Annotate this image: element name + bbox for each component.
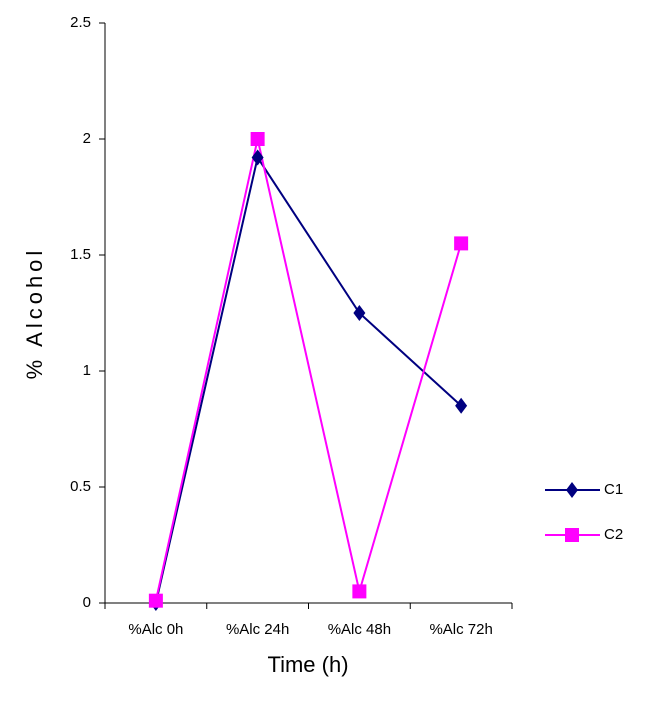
series-line xyxy=(154,155,462,604)
y-tick-label: 2.5 xyxy=(70,14,91,31)
data-point xyxy=(250,132,265,146)
x-tick-label: %Alc 48h xyxy=(328,621,391,638)
y-tick-label: 2 xyxy=(83,130,91,147)
legend-label: C2 xyxy=(604,526,623,543)
legend-label: C1 xyxy=(604,481,623,498)
legend-marker xyxy=(565,528,579,542)
data-point xyxy=(353,305,366,321)
x-tick-label: %Alc 24h xyxy=(226,621,289,638)
x-tick-label: %Alc 72h xyxy=(429,621,492,638)
series-line xyxy=(154,138,463,601)
data-point xyxy=(352,584,367,599)
y-tick-label: 0.5 xyxy=(70,478,91,495)
data-point xyxy=(251,149,264,166)
data-point xyxy=(454,236,469,251)
x-tick-label: %Alc 0h xyxy=(128,621,183,638)
y-axis-label: % Alcohol xyxy=(22,247,47,380)
y-tick-label: 1.5 xyxy=(70,246,91,263)
y-tick-label: 1 xyxy=(83,362,91,379)
x-axis-label: Time (h) xyxy=(267,652,348,677)
y-tick-label: 0 xyxy=(83,594,91,611)
data-point xyxy=(455,397,468,414)
data-point xyxy=(148,593,163,608)
legend-marker xyxy=(566,482,578,498)
